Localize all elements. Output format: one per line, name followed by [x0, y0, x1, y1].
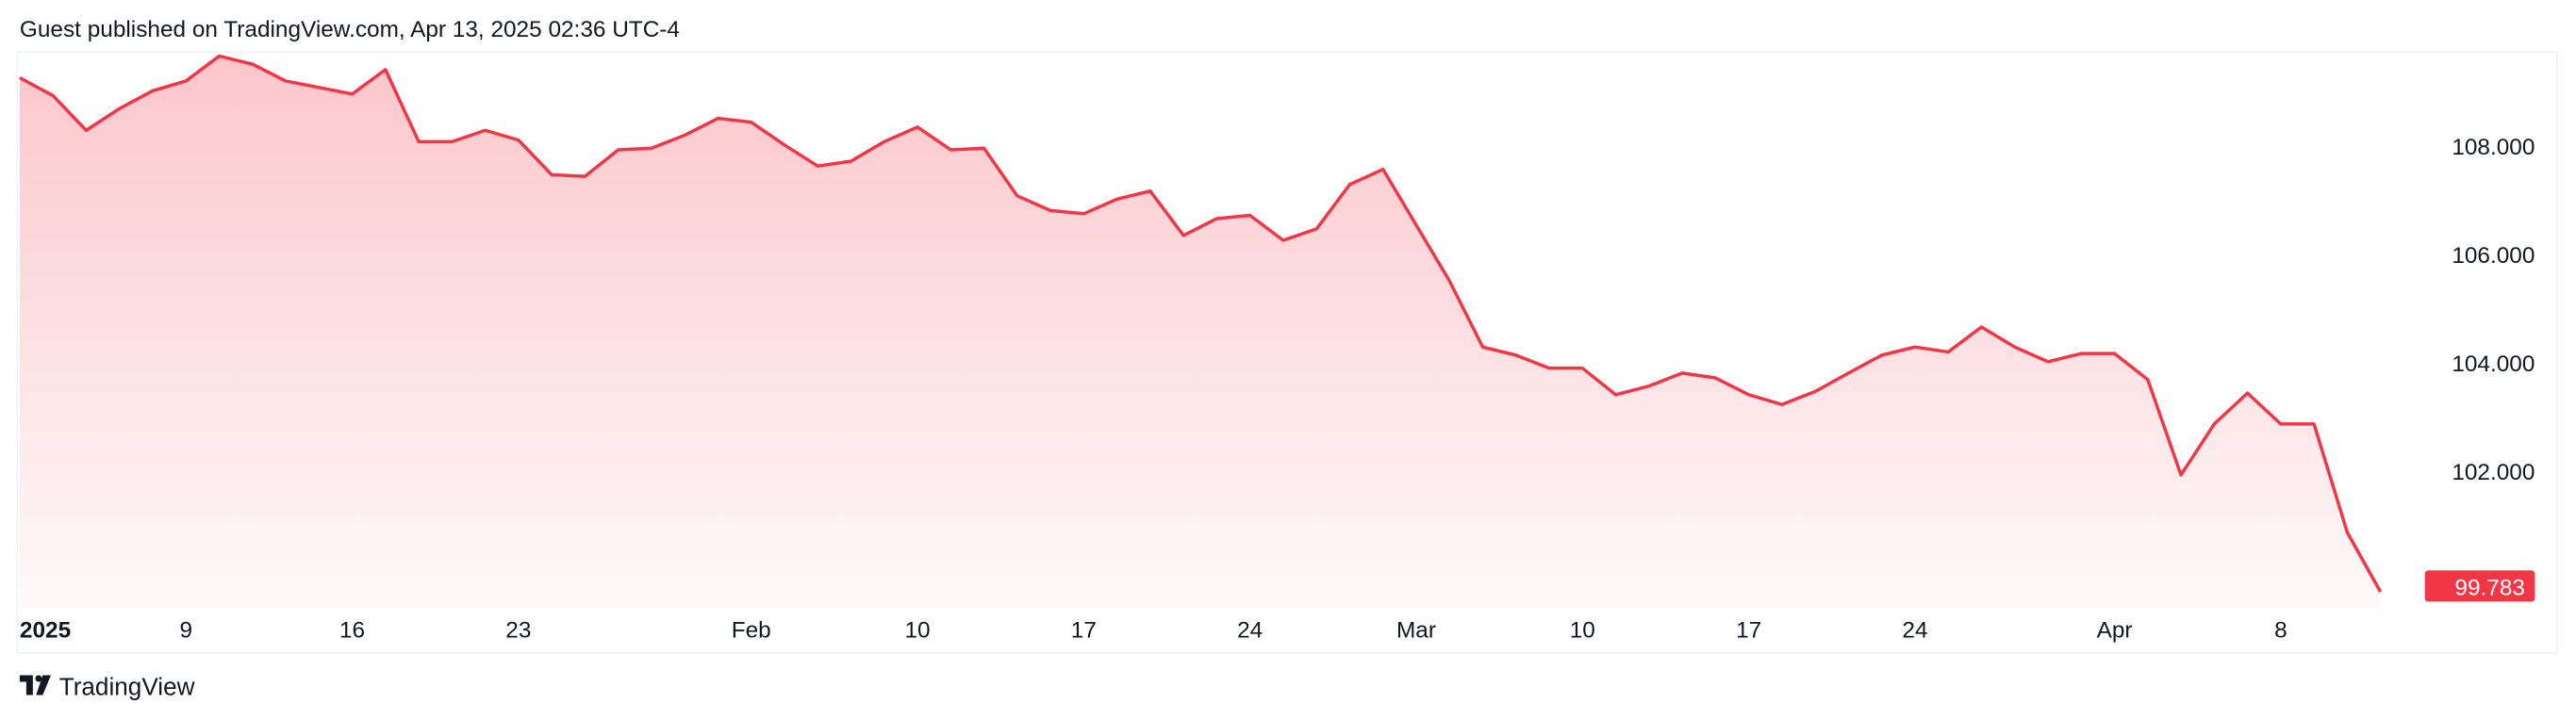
last-price-label: 99.783 [2454, 575, 2525, 600]
x-tick-label: 24 [1902, 617, 1927, 643]
tv-logo [19, 675, 52, 695]
chart-frame [16, 51, 2558, 654]
y-tick-label: 108.000 [2452, 135, 2535, 160]
publish-info: Guest published on TradingView.com, Apr … [20, 17, 680, 42]
x-tick-label: 10 [904, 617, 930, 643]
x-tick-label: 9 [179, 617, 192, 643]
y-tick-label: 102.000 [2452, 460, 2535, 485]
y-tick-label: 106.000 [2452, 243, 2535, 269]
x-tick-label: 17 [1071, 617, 1097, 643]
price-line [19, 54, 2383, 593]
x-tick-label: Feb [732, 617, 771, 643]
y-tick-label: 104.000 [2452, 352, 2535, 377]
x-tick-label: Mar [1396, 617, 1436, 643]
x-tick-label: 23 [505, 617, 531, 643]
area-fill [19, 56, 2381, 609]
x-tick-label: Apr [2097, 617, 2133, 643]
x-tick-label: 17 [1736, 617, 1761, 643]
brand-name: TradingView [59, 672, 195, 700]
x-tick-label: 2025 [20, 617, 71, 643]
x-tick-label: 24 [1237, 617, 1263, 643]
last-price-box [2424, 570, 2535, 602]
x-tick-label: 8 [2274, 617, 2287, 643]
x-tick-label: 10 [1570, 617, 1595, 643]
x-tick-label: 16 [339, 617, 365, 643]
